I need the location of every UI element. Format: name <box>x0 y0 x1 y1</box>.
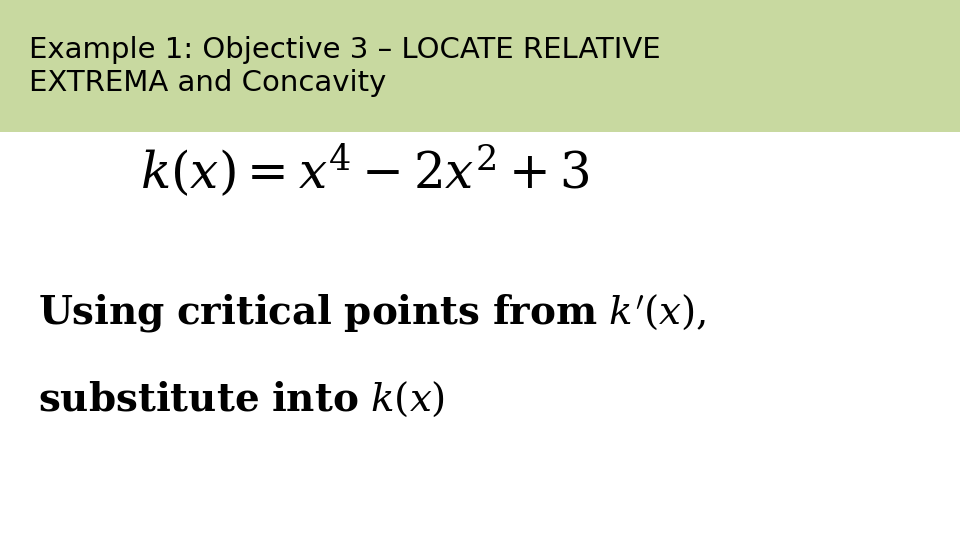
Text: $\mathbf{substitute\ into}$$\ k(x)$: $\mathbf{substitute\ into}$$\ k(x)$ <box>38 380 445 419</box>
Text: Example 1: Objective 3 – LOCATE RELATIVE
EXTREMA and Concavity: Example 1: Objective 3 – LOCATE RELATIVE… <box>29 36 660 97</box>
FancyBboxPatch shape <box>0 0 960 132</box>
Text: $\mathbf{Using\ critical\ points\ from}$$\ k'(x),$: $\mathbf{Using\ critical\ points\ from}$… <box>38 292 707 334</box>
Text: $k(x) = x^{4} -2x^{2} + 3$: $k(x) = x^{4} -2x^{2} + 3$ <box>140 141 589 199</box>
